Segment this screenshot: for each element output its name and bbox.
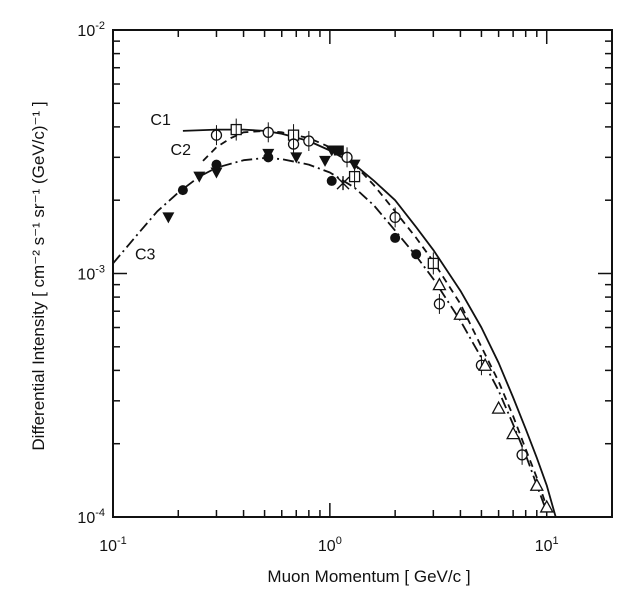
ticks-layer	[112, 29, 613, 518]
data-point-open-triangle-up	[491, 400, 506, 414]
data-point-filled-triangle-down	[162, 212, 175, 224]
data-point-filled-triangle-down	[210, 167, 223, 179]
data-point-open-triangle-up	[506, 426, 521, 440]
x-axis-label: Muon Momentum [ GeV/c ]	[267, 567, 470, 586]
data-point-open-triangle-up	[529, 477, 544, 491]
points-layer	[162, 118, 554, 513]
data-point-filled-circle	[211, 159, 222, 170]
plot-frame	[112, 29, 613, 518]
data-point-open-triangle-up	[478, 357, 493, 371]
data-point-open-triangle-up	[453, 306, 468, 320]
data-point-filled-triangle-down	[193, 171, 206, 183]
data-point-filled-circle	[326, 175, 337, 186]
data-point-filled-circle	[390, 232, 401, 243]
data-point-filled-triangle-down	[348, 159, 361, 171]
curve-label-c2: C2	[171, 142, 192, 159]
data-point-filled-triangle-down	[319, 155, 332, 167]
curve-c2	[202, 129, 548, 508]
x-tick-label: 101	[535, 535, 559, 555]
x-tick-label: 10-1	[99, 535, 127, 555]
data-point-filled-circle	[263, 152, 274, 163]
data-point-open-triangle-up	[432, 277, 447, 291]
curve-c3	[112, 157, 548, 513]
data-point-asterisk	[336, 176, 350, 191]
curve-label-c1: C1	[150, 112, 171, 129]
data-point-filled-circle	[177, 185, 188, 196]
curve-label-c3: C3	[135, 246, 156, 263]
y-axis-label: Differential Intensity [ cm⁻² s⁻¹ sr⁻¹ (…	[29, 101, 48, 450]
data-point-filled-triangle-down	[290, 152, 303, 164]
x-tick-label: 100	[318, 535, 342, 555]
data-point-filled-circle	[411, 249, 422, 260]
y-tick-label: 10-3	[77, 264, 105, 284]
curve-c1	[182, 128, 557, 518]
y-tick-label: 10-2	[77, 20, 105, 40]
y-tick-label: 10-4	[77, 507, 105, 527]
data-point-filled-square	[333, 145, 344, 156]
data-point-open-triangle-up	[539, 499, 554, 513]
